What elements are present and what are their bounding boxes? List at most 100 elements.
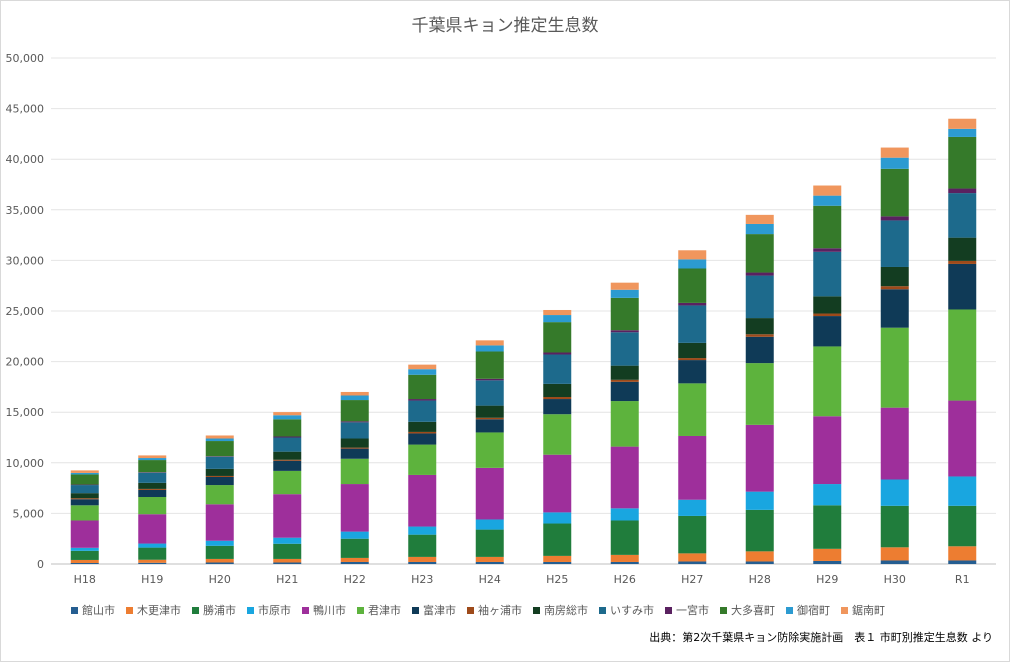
bar-segment: [948, 476, 977, 506]
y-tick-label: 45,000: [6, 103, 45, 116]
bar-segment: [475, 556, 504, 562]
bar-segment: [408, 534, 437, 557]
bar-segment: [475, 380, 504, 406]
bar-segment: [475, 340, 504, 346]
bar-segment: [273, 437, 302, 452]
bar-segment: [205, 476, 234, 486]
y-tick-label: 30,000: [6, 254, 45, 267]
source-note: 出典：第2次千葉県キョン防除実施計画 表１ 市町別推定生息数 より: [649, 631, 993, 644]
bar-segment: [678, 305, 707, 343]
bar-segment: [408, 374, 437, 400]
bar-segment: [880, 168, 909, 217]
x-tick-label: H20: [209, 573, 231, 586]
x-tick-label: H23: [411, 573, 433, 586]
bar-segment: [70, 474, 99, 485]
bar-segment: [340, 557, 369, 562]
legend-label: 御宿町: [797, 604, 830, 617]
bar-segment: [745, 561, 774, 564]
bar-segment: [880, 547, 909, 561]
bar-segment: [138, 497, 167, 515]
x-tick-label: H30: [884, 573, 906, 586]
legend-swatch: [720, 606, 727, 614]
legend-swatch: [126, 606, 133, 614]
bar-segment: [610, 401, 639, 447]
legend-swatch: [357, 606, 364, 614]
y-tick-label: 0: [37, 558, 44, 571]
x-tick-label: H26: [614, 573, 636, 586]
bar-segment: [543, 414, 572, 455]
bar-segment: [475, 467, 504, 520]
bar-segment: [543, 397, 572, 400]
x-tick-label: H28: [749, 573, 771, 586]
bar-segment: [948, 560, 977, 564]
bar-segment: [340, 438, 369, 448]
bar-segment: [340, 448, 369, 459]
bar-segment: [70, 485, 99, 494]
bar-segment: [880, 286, 909, 290]
x-tick-label: R1: [955, 573, 970, 586]
bar-segment: [813, 248, 842, 252]
bar-segment: [813, 185, 842, 196]
bar-segment: [813, 484, 842, 506]
bar-segment: [273, 415, 302, 420]
bar-segment: [948, 128, 977, 137]
bar-segment: [543, 352, 572, 355]
bar-segment: [745, 234, 774, 273]
bar-segment: [273, 419, 302, 437]
bar-segment: [948, 309, 977, 401]
bar-segment: [408, 399, 437, 401]
bar-segment: [475, 351, 504, 379]
legend-item: 大多喜町: [720, 602, 775, 618]
bar-segment: [813, 313, 842, 317]
bar-segment: [948, 193, 977, 238]
bar-segment: [543, 309, 572, 316]
legend-label: 南房総市: [544, 604, 588, 617]
bar-segment: [475, 432, 504, 468]
y-tick-label: 5,000: [13, 507, 45, 520]
legend-label: 鋸南町: [852, 604, 885, 617]
bar-segment: [205, 540, 234, 546]
bar-segment: [408, 431, 437, 434]
bar-segment: [813, 316, 842, 347]
bar-segment: [610, 561, 639, 564]
x-tick-label: H21: [276, 573, 298, 586]
bar-segment: [543, 383, 572, 398]
bar-segment: [948, 136, 977, 189]
legend-label: 袖ヶ浦市: [478, 604, 522, 617]
bar-segment: [948, 118, 977, 129]
bar-segment: [475, 417, 504, 420]
bar-segment: [70, 470, 99, 473]
legend-item: 館山市: [71, 602, 115, 618]
bar-segment: [813, 548, 842, 561]
bar-segment: [880, 327, 909, 408]
legend-swatch: [533, 606, 540, 614]
bar-segment: [138, 562, 167, 564]
legend-label: 勝浦市: [203, 604, 236, 617]
bar-segment: [340, 561, 369, 564]
bar-segment: [678, 499, 707, 516]
x-tick-label: H27: [681, 573, 703, 586]
bar-segment: [543, 322, 572, 353]
bar-segment: [273, 412, 302, 416]
bar-segment: [70, 559, 99, 563]
bar-segment: [340, 395, 369, 401]
legend-swatch: [841, 606, 848, 614]
bar-segment: [475, 378, 504, 381]
bar-segment: [745, 275, 774, 319]
legend: 館山市 木更津市 勝浦市 市原市 鴨川市 君津市 富津市 袖ヶ浦市 南房総市 いすみ市 一宮市 大多喜…: [71, 602, 1001, 618]
bar-segment: [678, 435, 707, 500]
bar-segment: [610, 446, 639, 509]
bar-segment: [543, 523, 572, 556]
bar-segment: [138, 543, 167, 548]
bar-segment: [678, 515, 707, 554]
bar-segment: [745, 223, 774, 235]
bar-segment: [948, 260, 977, 264]
bar-segment: [543, 454, 572, 513]
bar-segment: [205, 485, 234, 505]
bar-segment: [543, 555, 572, 562]
bar-segment: [745, 336, 774, 364]
bar-segment: [813, 205, 842, 249]
bar-segment: [610, 297, 639, 331]
bar-segment: [273, 459, 302, 461]
